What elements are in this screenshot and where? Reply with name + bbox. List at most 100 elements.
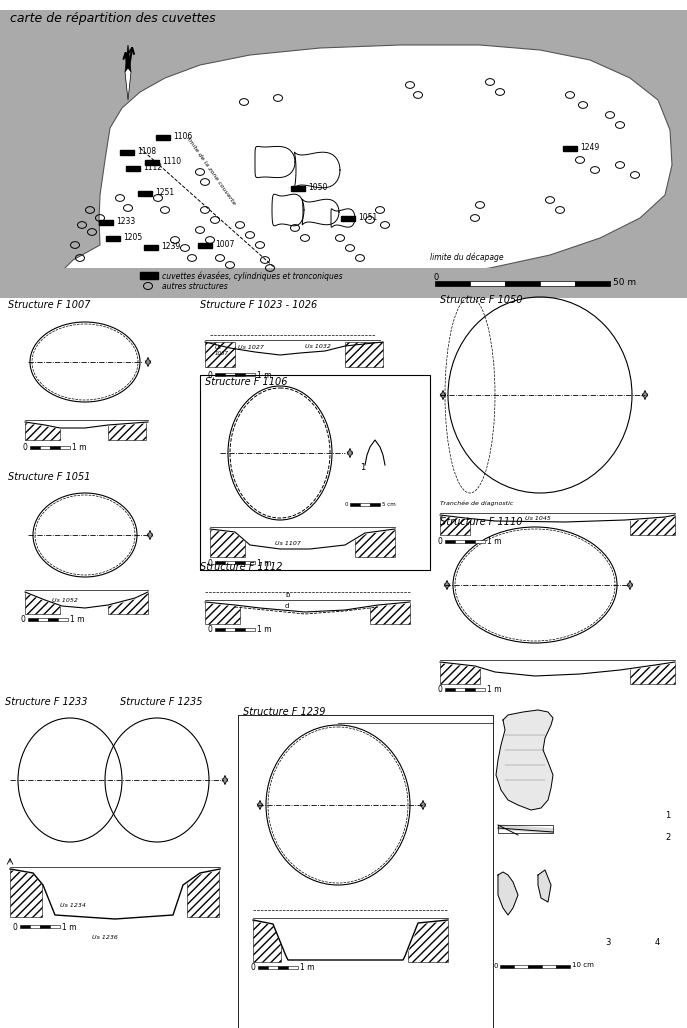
Bar [542, 965, 556, 968]
Text: 1 m: 1 m [257, 625, 271, 634]
Polygon shape [496, 710, 553, 810]
Bar [225, 628, 235, 631]
Text: 1249: 1249 [580, 143, 599, 152]
Bar [40, 925, 50, 928]
Text: Structure F 1110: Structure F 1110 [440, 517, 523, 527]
Bar [630, 515, 675, 535]
Text: 1112: 1112 [143, 163, 162, 172]
Bar [38, 618, 48, 621]
Bar [445, 688, 455, 691]
Text: 1108: 1108 [137, 147, 156, 156]
Bar [210, 529, 245, 557]
Bar [238, 715, 493, 1028]
Text: 0: 0 [20, 616, 25, 624]
Bar [106, 235, 120, 241]
Text: 1050: 1050 [308, 183, 328, 192]
Bar [50, 925, 60, 928]
Text: 0: 0 [207, 625, 212, 634]
Bar [268, 966, 278, 969]
Bar [0, 268, 687, 298]
Text: 1 m: 1 m [257, 370, 271, 379]
Bar [291, 185, 305, 190]
Bar [235, 373, 245, 376]
Bar [140, 272, 158, 279]
Text: 1051: 1051 [358, 213, 377, 222]
Text: 0: 0 [437, 538, 442, 547]
Text: Us 1234: Us 1234 [60, 903, 86, 908]
Bar [144, 245, 158, 250]
Text: 0: 0 [22, 443, 27, 452]
Text: 5 cm: 5 cm [382, 503, 396, 508]
Bar [445, 540, 455, 543]
Bar [465, 688, 475, 691]
Bar [355, 529, 395, 557]
Bar [630, 662, 675, 684]
Bar [370, 602, 410, 624]
Bar [475, 540, 485, 543]
Bar [505, 281, 540, 286]
Text: limite de la zone couverte: limite de la zone couverte [185, 136, 236, 206]
Bar [215, 373, 225, 376]
Bar [341, 216, 355, 220]
Text: 1 m: 1 m [300, 963, 315, 972]
Text: 1251: 1251 [155, 188, 174, 197]
Bar [28, 618, 38, 621]
Bar [288, 966, 298, 969]
Text: 1 m: 1 m [72, 443, 87, 452]
Polygon shape [498, 825, 553, 833]
Text: Us 1027: Us 1027 [238, 345, 264, 350]
Bar [50, 446, 60, 449]
Bar [58, 618, 68, 621]
Text: 1007: 1007 [215, 240, 234, 249]
Bar [440, 515, 470, 535]
Bar [500, 965, 514, 968]
Bar [475, 688, 485, 691]
Text: 1 m: 1 m [257, 558, 271, 567]
Bar [30, 446, 40, 449]
Bar [440, 662, 480, 684]
Text: Structure F 1023 - 1026: Structure F 1023 - 1026 [200, 300, 317, 310]
Text: Structure F 1239: Structure F 1239 [243, 707, 326, 717]
Bar [408, 920, 448, 962]
Text: carte de répartition des cuvettes: carte de répartition des cuvettes [10, 12, 216, 25]
Bar [198, 243, 212, 248]
Bar [215, 628, 225, 631]
Bar [470, 281, 505, 286]
Text: Structure F 1106: Structure F 1106 [205, 377, 287, 387]
Text: 1: 1 [665, 811, 671, 820]
Bar [126, 166, 140, 171]
Bar [575, 281, 610, 286]
Text: 1110: 1110 [162, 157, 181, 166]
Bar [253, 920, 281, 962]
Bar [10, 869, 42, 917]
Text: Us 1107: Us 1107 [275, 541, 301, 546]
Bar [200, 375, 430, 570]
Bar [528, 965, 542, 968]
Text: Us 1045: Us 1045 [525, 516, 551, 521]
Bar [25, 592, 60, 614]
Text: cuvettes évasées, cylindriques et tronconiques: cuvettes évasées, cylindriques et tronco… [162, 271, 343, 281]
Polygon shape [62, 45, 672, 288]
Text: 0: 0 [433, 273, 438, 282]
Bar [225, 561, 235, 564]
Text: 0: 0 [250, 963, 255, 972]
Text: 1: 1 [360, 463, 365, 472]
Bar [455, 688, 465, 691]
Bar [205, 602, 240, 624]
Bar [563, 146, 577, 150]
Bar [278, 966, 288, 969]
Bar [258, 966, 268, 969]
Bar [25, 423, 60, 440]
Text: Structure F 1233: Structure F 1233 [5, 697, 87, 707]
Text: Us
1037: Us 1037 [215, 345, 229, 356]
Bar [0, 10, 687, 290]
Bar [120, 149, 134, 154]
Bar [435, 281, 470, 286]
Bar [235, 628, 245, 631]
Bar [245, 561, 255, 564]
Text: 0: 0 [12, 922, 17, 931]
Bar [99, 220, 113, 224]
Text: 1 m: 1 m [62, 922, 76, 931]
Text: 0: 0 [207, 370, 212, 379]
Text: 0: 0 [437, 686, 442, 695]
